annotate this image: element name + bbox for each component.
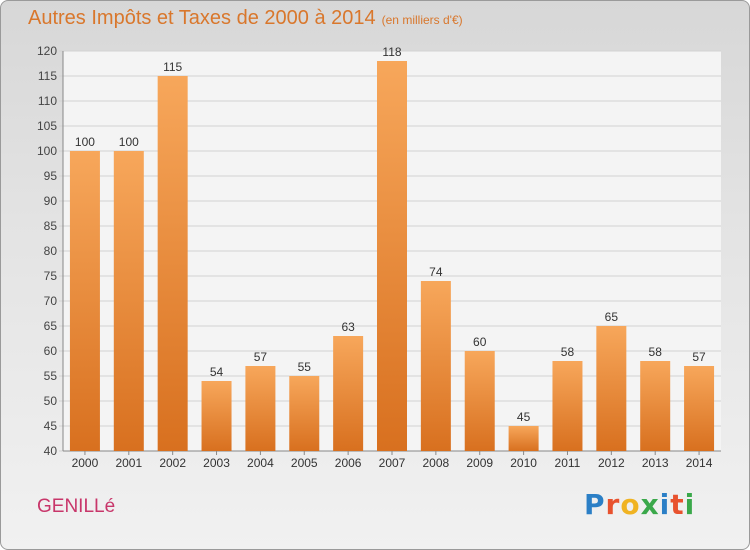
y-tick-label: 120 bbox=[37, 44, 57, 58]
bar-value-label: 65 bbox=[605, 310, 619, 324]
bar-2003 bbox=[201, 381, 232, 451]
x-tick-label: 2013 bbox=[642, 456, 669, 470]
y-tick-label: 105 bbox=[37, 119, 57, 133]
bar-2009 bbox=[464, 351, 495, 451]
bar-value-label: 115 bbox=[163, 60, 182, 74]
bar-value-label: 45 bbox=[517, 410, 531, 424]
y-tick-label: 95 bbox=[44, 169, 58, 183]
y-tick-label: 60 bbox=[44, 344, 58, 358]
y-tick-label: 110 bbox=[38, 94, 57, 108]
bar-value-label: 55 bbox=[298, 360, 312, 374]
bar-value-label: 100 bbox=[75, 135, 95, 149]
bar-2004 bbox=[245, 366, 276, 451]
bar-2008 bbox=[420, 281, 451, 451]
y-tick-label: 40 bbox=[44, 444, 58, 458]
bar-value-label: 54 bbox=[210, 365, 224, 379]
x-tick-label: 2009 bbox=[466, 456, 493, 470]
commune-name: GENILLé bbox=[37, 496, 116, 517]
y-tick-label: 65 bbox=[44, 319, 58, 333]
y-tick-label: 90 bbox=[44, 194, 58, 208]
chart-subtitle: (en milliers d'€) bbox=[381, 13, 463, 27]
bar-value-label: 118 bbox=[382, 45, 401, 59]
bar-2006 bbox=[333, 336, 364, 451]
bar-value-label: 58 bbox=[649, 345, 663, 359]
y-tick-label: 50 bbox=[44, 394, 58, 408]
y-tick-label: 55 bbox=[44, 369, 58, 383]
y-tick-label: 70 bbox=[44, 294, 58, 308]
bar-2000 bbox=[69, 151, 100, 451]
bar-2011 bbox=[552, 361, 583, 451]
logo-letter: i bbox=[684, 488, 696, 521]
chart-title-text: Autres Impôts et Taxes de 2000 à 2014 bbox=[28, 7, 376, 29]
x-tick-label: 2011 bbox=[555, 456, 581, 470]
x-tick-label: 2001 bbox=[115, 456, 142, 470]
bar-2005 bbox=[289, 376, 320, 451]
x-tick-label: 2010 bbox=[510, 456, 537, 470]
bar-value-label: 74 bbox=[429, 265, 443, 279]
y-tick-label: 80 bbox=[44, 244, 58, 258]
x-tick-label: 2005 bbox=[291, 456, 318, 470]
bar-2002 bbox=[157, 76, 188, 451]
bar-2007 bbox=[377, 61, 407, 451]
bar-value-label: 58 bbox=[561, 345, 575, 359]
y-tick-label: 115 bbox=[38, 69, 57, 83]
y-tick-label: 75 bbox=[44, 269, 58, 283]
logo-letter: o bbox=[620, 488, 641, 521]
logo-letter: i bbox=[659, 488, 671, 521]
logo-letter: x bbox=[640, 488, 660, 521]
bar-value-label: 57 bbox=[692, 350, 706, 364]
bar-2014 bbox=[684, 366, 715, 451]
x-tick-label: 2004 bbox=[247, 456, 274, 470]
x-tick-label: 2006 bbox=[335, 456, 362, 470]
bar-value-label: 60 bbox=[473, 335, 487, 349]
y-tick-label: 85 bbox=[44, 219, 58, 233]
y-tick-label: 45 bbox=[44, 419, 58, 433]
bar-2012 bbox=[596, 326, 627, 451]
x-tick-label: 2002 bbox=[159, 456, 186, 470]
x-tick-label: 2000 bbox=[72, 456, 99, 470]
bar-2010 bbox=[508, 426, 539, 451]
bar-value-label: 57 bbox=[254, 350, 268, 364]
bar-value-label: 63 bbox=[341, 320, 355, 334]
x-tick-label: 2012 bbox=[598, 456, 625, 470]
logo-letter: r bbox=[605, 488, 621, 521]
y-tick-label: 100 bbox=[37, 144, 57, 158]
bar-2013 bbox=[640, 361, 671, 451]
logo-letter: P bbox=[584, 488, 606, 521]
proxiti-logo: Proxiti bbox=[584, 488, 695, 521]
x-tick-label: 2007 bbox=[379, 456, 406, 470]
bar-value-label: 100 bbox=[119, 135, 139, 149]
x-tick-label: 2003 bbox=[203, 456, 230, 470]
logo-letter: t bbox=[670, 488, 685, 521]
x-tick-label: 2008 bbox=[423, 456, 450, 470]
chart-title: Autres Impôts et Taxes de 2000 à 2014 (en… bbox=[28, 7, 463, 30]
bar-2001 bbox=[113, 151, 144, 451]
x-tick-label: 2014 bbox=[686, 456, 713, 470]
